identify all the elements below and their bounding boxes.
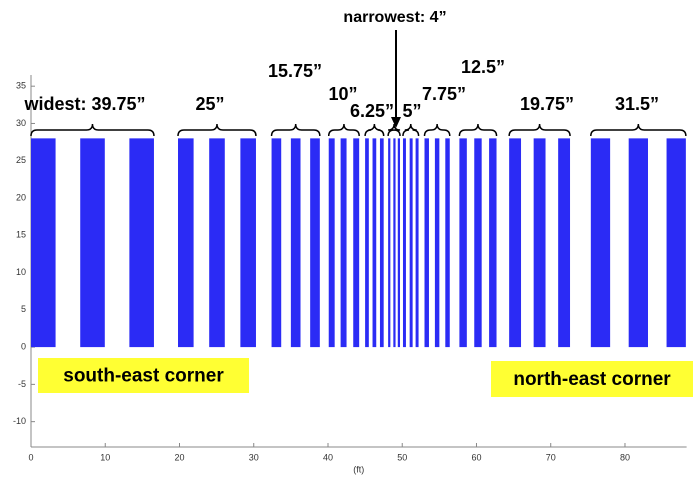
corner-box <box>38 358 249 393</box>
arrow-head <box>391 117 401 128</box>
bracket <box>364 123 385 137</box>
stripe <box>365 138 369 348</box>
x-axis-label: (ft) <box>353 464 364 474</box>
stripe <box>271 138 282 348</box>
stripe <box>445 138 450 348</box>
bracket <box>423 123 451 137</box>
annotation: 7.75” <box>422 84 466 104</box>
stripe <box>509 138 522 348</box>
bracket <box>402 123 420 137</box>
stripe <box>434 138 440 348</box>
bracket <box>177 123 257 137</box>
stripe <box>388 138 391 348</box>
annotation: 12.5” <box>461 57 505 77</box>
stripe <box>489 138 497 348</box>
bracket <box>327 123 360 137</box>
bracket <box>508 123 571 137</box>
x-tick-label: 70 <box>546 452 556 462</box>
bracket <box>30 123 155 137</box>
stripe <box>402 138 406 348</box>
annotation: 10” <box>328 84 357 104</box>
y-tick-label: 0 <box>21 341 26 351</box>
bracket <box>387 123 401 137</box>
stripe <box>372 138 377 348</box>
y-tick-label: 15 <box>16 230 26 240</box>
annotation: widest: 39.75” <box>23 94 145 114</box>
bracket <box>458 123 498 137</box>
bracket <box>590 123 687 137</box>
stripe <box>666 138 686 348</box>
stripe <box>397 138 401 348</box>
stripe <box>328 138 335 348</box>
x-tick-label: 30 <box>249 452 259 462</box>
y-tick-label: 5 <box>21 304 26 314</box>
stripe <box>533 138 546 348</box>
stripe <box>393 138 396 348</box>
y-tick-label: -10 <box>13 416 26 426</box>
stripe <box>628 138 648 348</box>
annotation: 19.75” <box>520 94 574 114</box>
x-tick-label: 80 <box>620 452 630 462</box>
stripe <box>379 138 384 348</box>
annotation: 6.25” <box>350 101 394 121</box>
stripe <box>290 138 301 348</box>
stripe <box>424 138 429 348</box>
corner-label: south-east corner <box>63 366 224 387</box>
x-tick-label: 10 <box>100 452 110 462</box>
y-tick-label: 35 <box>16 81 26 91</box>
stripe <box>353 138 360 348</box>
stripe <box>459 138 467 348</box>
stripe <box>80 138 105 348</box>
stripe <box>415 138 419 348</box>
x-tick-label: 50 <box>397 452 407 462</box>
x-tick-label: 20 <box>174 452 184 462</box>
stripe <box>178 138 194 348</box>
stripe <box>209 138 225 348</box>
y-tick-label: 25 <box>16 155 26 165</box>
stripe <box>31 138 56 348</box>
annotation: 5” <box>402 101 421 121</box>
y-tick-label: 30 <box>16 118 26 128</box>
stripe <box>310 138 320 348</box>
stripe <box>590 138 611 348</box>
corner-label: north-east corner <box>513 369 671 390</box>
stripe <box>409 138 413 348</box>
annotation: 15.75” <box>268 61 322 81</box>
stripe <box>474 138 482 348</box>
stripe <box>129 138 154 348</box>
annotation: 25” <box>195 94 224 114</box>
corner-box <box>491 361 693 397</box>
x-tick-label: 60 <box>471 452 481 462</box>
y-tick-label: -5 <box>18 379 26 389</box>
stripe <box>558 138 571 348</box>
x-tick-label: 0 <box>28 452 33 462</box>
annotation: 31.5” <box>615 94 659 114</box>
x-tick-label: 40 <box>323 452 333 462</box>
y-tick-label: 10 <box>16 267 26 277</box>
y-tick-label: 20 <box>16 192 26 202</box>
annotation: narrowest: 4” <box>343 9 446 26</box>
stripe <box>340 138 347 348</box>
stripe <box>240 138 256 348</box>
bracket <box>270 123 321 137</box>
